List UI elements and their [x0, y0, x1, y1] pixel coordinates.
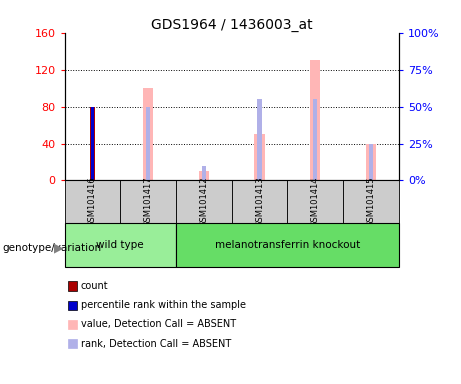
Bar	[231, 180, 287, 223]
Bar	[343, 180, 399, 223]
Bar	[91, 107, 94, 180]
Bar	[257, 99, 262, 180]
Bar	[199, 171, 209, 180]
Bar	[369, 144, 373, 180]
Text: value, Detection Call = ABSENT: value, Detection Call = ABSENT	[81, 319, 236, 329]
Text: rank, Detection Call = ABSENT: rank, Detection Call = ABSENT	[81, 339, 231, 349]
Text: GSM101417: GSM101417	[143, 176, 153, 227]
Text: ▶: ▶	[54, 241, 64, 254]
Text: genotype/variation: genotype/variation	[2, 243, 101, 253]
Text: GSM101413: GSM101413	[255, 176, 264, 227]
Bar	[146, 107, 150, 180]
Text: percentile rank within the sample: percentile rank within the sample	[81, 300, 246, 310]
Text: GSM101412: GSM101412	[199, 176, 208, 227]
Bar	[201, 166, 206, 180]
Title: GDS1964 / 1436003_at: GDS1964 / 1436003_at	[151, 18, 313, 31]
Bar	[68, 339, 77, 348]
Bar	[68, 301, 77, 310]
Bar	[143, 88, 153, 180]
Bar	[89, 107, 95, 180]
Bar	[65, 180, 120, 223]
Bar	[254, 134, 265, 180]
Bar	[68, 320, 77, 329]
Bar	[176, 180, 231, 223]
Text: melanotransferrin knockout: melanotransferrin knockout	[215, 240, 360, 250]
Text: count: count	[81, 281, 108, 291]
Bar	[68, 281, 77, 291]
Text: GSM101414: GSM101414	[311, 176, 320, 227]
Text: wild type: wild type	[96, 240, 144, 250]
Text: GSM101415: GSM101415	[366, 176, 375, 227]
Text: GSM101416: GSM101416	[88, 176, 97, 227]
Bar	[313, 99, 318, 180]
Bar	[120, 180, 176, 223]
Bar	[366, 144, 376, 180]
Bar	[310, 60, 320, 180]
Bar	[65, 223, 176, 267]
Bar	[287, 180, 343, 223]
Bar	[176, 223, 399, 267]
